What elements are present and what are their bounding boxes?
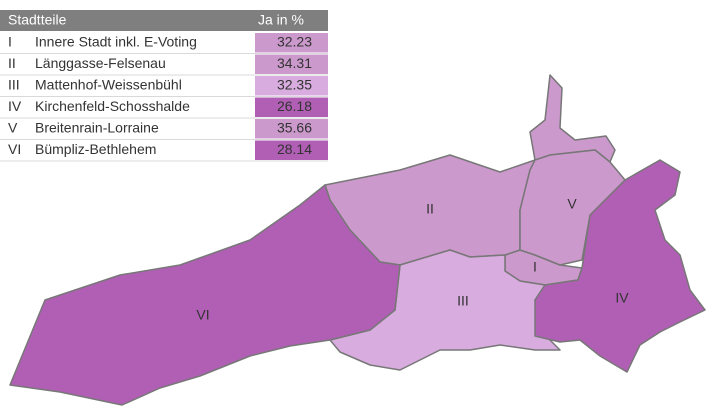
value-cell	[255, 97, 328, 117]
table-header-bg	[0, 10, 328, 31]
district	[534, 159, 706, 373]
district-label: II	[426, 201, 434, 217]
row-value: 32.23	[277, 34, 312, 50]
header-value: Ja in %	[258, 12, 304, 28]
row-value: 32.35	[277, 77, 312, 93]
row-name: Länggasse-Felsenau	[35, 55, 166, 71]
district-label: V	[567, 196, 577, 212]
row-name: Kirchenfeld-Schosshalde	[35, 98, 190, 114]
row-value: 28.14	[277, 141, 312, 157]
district-label: III	[457, 293, 469, 309]
row-numeral: IV	[8, 98, 22, 114]
row-numeral: VI	[8, 141, 21, 157]
district	[329, 249, 561, 371]
row-numeral: II	[8, 55, 16, 71]
row-numeral: III	[8, 77, 20, 93]
value-cell	[255, 76, 328, 96]
district-label: VI	[196, 307, 209, 323]
row-name: Bümpliz-Bethlehem	[35, 141, 156, 157]
value-cell	[255, 140, 328, 160]
row-numeral: V	[8, 120, 18, 136]
row-value: 34.31	[277, 55, 312, 71]
district	[9, 184, 401, 406]
row-name: Breitenrain-Lorraine	[35, 120, 159, 136]
table: I Innere Stadt inkl. E-Voting 32.23 II Längg…	[0, 33, 328, 162]
row-value: 26.18	[277, 98, 312, 114]
district	[519, 149, 626, 266]
value-cell	[255, 54, 328, 74]
row-name: Mattenhof-Weissenbühl	[35, 77, 182, 93]
header-district: Stadtteile	[8, 12, 67, 28]
district-label: I	[533, 259, 537, 275]
district-label: IV	[615, 290, 629, 306]
value-cell	[255, 119, 328, 139]
row-numeral: I	[8, 34, 12, 50]
row-name: Innere Stadt inkl. E-Voting	[35, 34, 197, 50]
row-value: 35.66	[277, 120, 312, 136]
value-cell	[255, 33, 328, 53]
